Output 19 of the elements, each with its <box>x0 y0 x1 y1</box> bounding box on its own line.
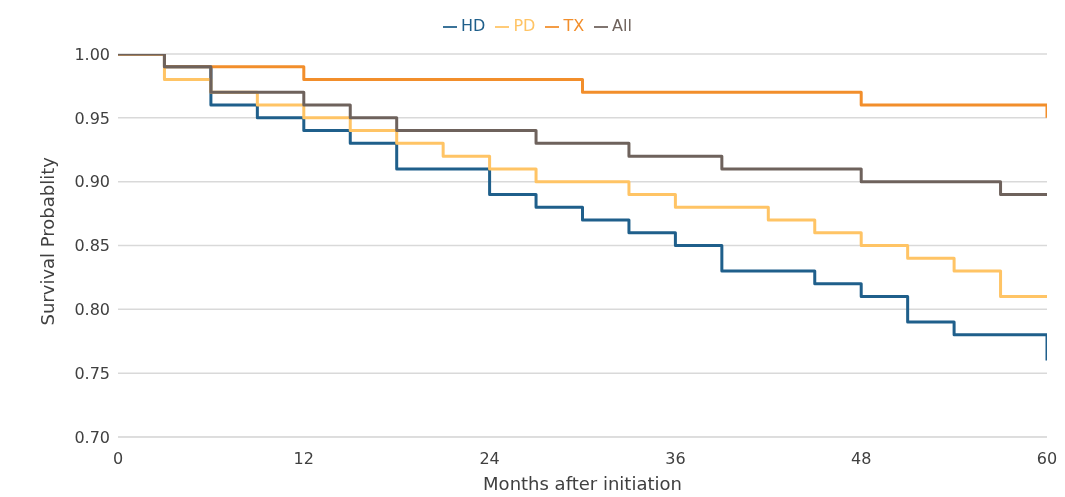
legend-label: PD <box>513 16 536 35</box>
y-tick-label: 0.80 <box>74 300 110 320</box>
y-tick-label: 1.00 <box>74 44 110 64</box>
legend-label: HD <box>461 16 486 35</box>
y-tick-label: 0.95 <box>74 108 110 128</box>
x-tick-label: 24 <box>479 449 500 469</box>
y-tick-label: 0.90 <box>74 172 110 192</box>
x-tick-label: 60 <box>1036 449 1058 469</box>
y-tick-label: 0.85 <box>74 236 110 256</box>
y-tick-label: 0.70 <box>74 427 110 447</box>
x-tick-label: 48 <box>851 449 872 469</box>
x-tick-label: 0 <box>112 449 124 469</box>
y-axis-title: Survival Probablity <box>37 156 59 326</box>
x-tick-label: 12 <box>293 449 314 469</box>
x-tick-label: 36 <box>665 449 686 469</box>
legend-label: TX <box>563 16 585 35</box>
x-axis-title: Months after initiation <box>483 473 682 494</box>
y-tick-label: 0.75 <box>74 363 110 383</box>
legend-label: All <box>612 16 632 35</box>
